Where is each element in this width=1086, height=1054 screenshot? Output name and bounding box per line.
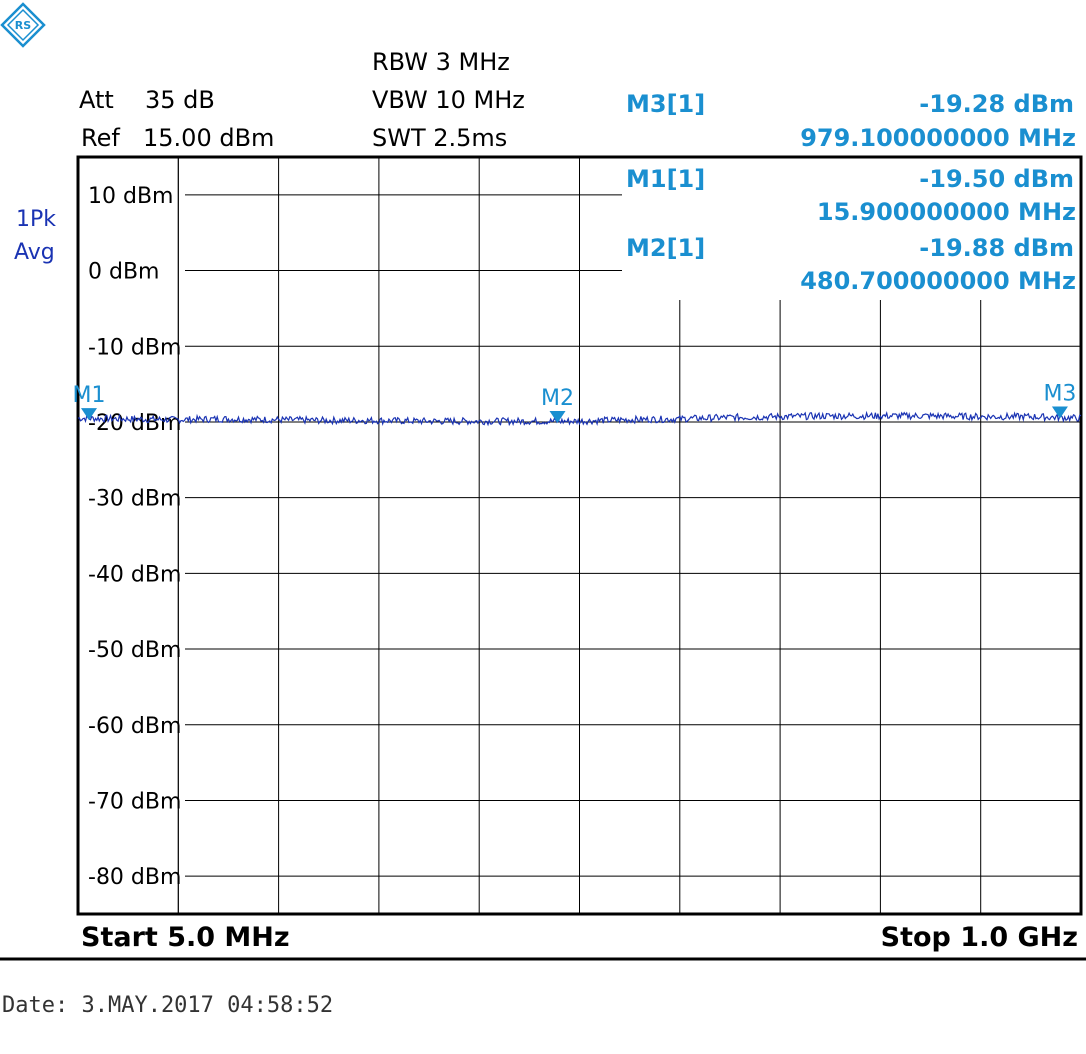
marker-triangle-icon: [549, 411, 566, 424]
marker-label: M1: [72, 383, 105, 408]
vbw-setting: VBW 10 MHz: [372, 86, 525, 114]
y-tick-label: -40 dBm: [88, 562, 181, 587]
marker-readout-level: -19.88 dBm: [919, 234, 1074, 262]
marker-readout-freq: 480.700000000 MHz: [800, 267, 1076, 295]
marker-readout-level: -19.28 dBm: [919, 90, 1074, 118]
stop-frequency: Stop 1.0 GHz: [880, 922, 1078, 953]
y-tick-label: -80 dBm: [88, 865, 181, 890]
marker-readout-level: -19.50 dBm: [919, 165, 1074, 193]
marker-label: M2: [541, 386, 574, 411]
marker-readout-name: M2[1]: [626, 234, 706, 262]
att-value: 35 dB: [145, 86, 215, 114]
y-tick-label: 0 dBm: [88, 260, 159, 285]
rbw-setting: RBW 3 MHz: [372, 48, 510, 76]
y-tick-label: 10 dBm: [88, 184, 173, 209]
marker-label: M3: [1043, 381, 1076, 406]
marker-readout-freq: 979.100000000 MHz: [800, 124, 1076, 152]
y-tick-label: -60 dBm: [88, 714, 181, 739]
marker-readout-name: M1[1]: [626, 165, 706, 193]
svg-text:RS: RS: [15, 19, 31, 32]
marker-triangle-icon: [1051, 406, 1068, 419]
marker-readout-freq: 15.900000000 MHz: [816, 198, 1076, 226]
y-tick-label: -30 dBm: [88, 487, 181, 512]
swt-setting: SWT 2.5ms: [372, 124, 508, 152]
y-tick-label: -50 dBm: [88, 638, 181, 663]
capture-date: Date: 3.MAY.2017 04:58:52: [2, 993, 334, 1018]
y-tick-label: -20 dBm: [88, 411, 181, 436]
ref-label: Ref: [81, 124, 120, 152]
att-label: Att: [79, 86, 114, 114]
trace-detector-label: 1Pk: [16, 207, 57, 232]
y-tick-label: -10 dBm: [88, 335, 181, 360]
start-frequency: Start 5.0 MHz: [81, 922, 290, 953]
y-tick-label: -70 dBm: [88, 789, 181, 814]
plot-frame: [76, 155, 1083, 916]
rohde-schwarz-logo-icon: RS: [0, 2, 46, 48]
marker-triangle-icon: [80, 408, 97, 421]
trace-mode-label: Avg: [14, 240, 55, 265]
ref-value: 15.00 dBm: [143, 124, 275, 152]
trace-line: [77, 410, 1082, 427]
marker-readout-name: M3[1]: [626, 90, 706, 118]
